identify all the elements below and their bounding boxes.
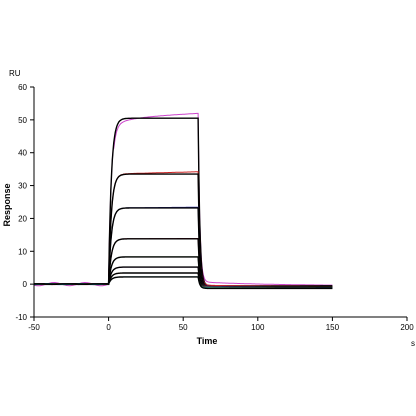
- y-tick-label: 60: [18, 83, 27, 92]
- raw-series-line: [33, 238, 333, 288]
- x-tick-label: 0: [106, 323, 111, 332]
- x-tick-label: 100: [251, 323, 265, 332]
- y-unit-label: RU: [9, 69, 21, 78]
- y-tick-label: 0: [23, 280, 28, 289]
- fit-series-line: [34, 276, 333, 290]
- y-tick-label: 10: [18, 247, 27, 256]
- data-series: [33, 112, 333, 290]
- y-tick-label: -10: [15, 313, 27, 322]
- x-axis-title: Time: [197, 336, 218, 346]
- raw-series-line: [33, 112, 333, 287]
- y-tick-label: 50: [18, 116, 27, 125]
- x-tick-label: 150: [326, 323, 340, 332]
- raw-series-line: [33, 171, 333, 287]
- raw-series-line: [33, 206, 333, 288]
- axes: -10 0 10 20 30 40 50 60 -50 0 50 100 150 200: [15, 83, 414, 332]
- fit-series-line: [34, 238, 333, 289]
- y-tick-label: 40: [18, 149, 27, 158]
- x-unit-label: s: [411, 339, 415, 348]
- fit-series-line: [34, 256, 333, 289]
- y-tick-label: 30: [18, 182, 27, 191]
- fit-series-line: [34, 173, 333, 288]
- raw-series-line: [34, 256, 333, 288]
- y-tick-label: 20: [18, 214, 27, 223]
- fit-series-line: [34, 207, 333, 288]
- fit-series-line: [34, 117, 333, 287]
- y-axis-title: Response: [2, 183, 12, 226]
- x-tick-label: 50: [179, 323, 188, 332]
- x-tick-label: -50: [28, 323, 40, 332]
- x-tick-label: 200: [400, 323, 414, 332]
